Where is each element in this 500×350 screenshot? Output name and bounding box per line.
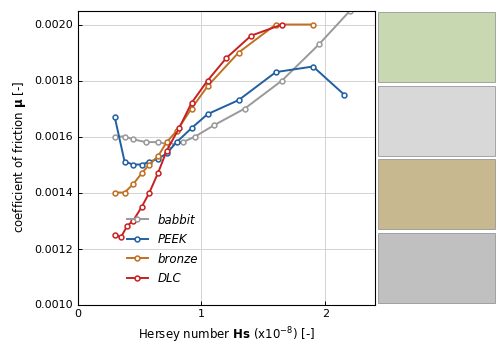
babbit xyxy=(242,106,248,111)
babbit xyxy=(211,123,217,127)
Line: bronze: bronze xyxy=(112,22,316,195)
PEEK xyxy=(112,115,117,119)
bronze xyxy=(146,162,152,167)
X-axis label: Hersey number $\mathbf{Hs}$ (x10$^{-8}$) [-]: Hersey number $\mathbf{Hs}$ (x10$^{-8}$)… xyxy=(138,325,314,344)
DLC xyxy=(139,204,145,209)
DLC xyxy=(223,56,229,60)
Y-axis label: coefficient of friction $\mathbf{\mu}$ [-]: coefficient of friction $\mathbf{\mu}$ [… xyxy=(12,82,28,233)
bronze xyxy=(310,22,316,27)
DLC xyxy=(188,101,194,105)
DLC xyxy=(279,22,285,27)
PEEK xyxy=(130,162,136,167)
babbit xyxy=(130,137,136,141)
babbit xyxy=(155,140,161,144)
PEEK xyxy=(139,162,145,167)
babbit xyxy=(112,134,117,139)
PEEK xyxy=(164,151,170,155)
PEEK xyxy=(146,160,152,164)
PEEK xyxy=(122,160,128,164)
Line: DLC: DLC xyxy=(112,22,284,240)
PEEK xyxy=(204,112,210,116)
bronze xyxy=(236,50,242,55)
DLC xyxy=(164,148,170,153)
DLC xyxy=(130,218,136,223)
babbit xyxy=(347,8,353,13)
DLC xyxy=(124,224,130,228)
Line: PEEK: PEEK xyxy=(112,64,346,167)
Legend: babbit, PEEK, bronze, DLC: babbit, PEEK, bronze, DLC xyxy=(122,209,202,290)
PEEK xyxy=(188,126,194,130)
PEEK xyxy=(341,92,347,97)
DLC xyxy=(176,126,182,130)
PEEK xyxy=(273,70,279,74)
bronze xyxy=(139,171,145,175)
DLC xyxy=(248,34,254,38)
babbit xyxy=(168,143,173,147)
bronze xyxy=(164,140,170,144)
bronze xyxy=(204,84,210,88)
Line: babbit: babbit xyxy=(112,8,352,147)
babbit xyxy=(180,140,186,144)
DLC xyxy=(146,190,152,195)
DLC xyxy=(155,171,161,175)
PEEK xyxy=(174,140,180,144)
DLC xyxy=(204,78,210,83)
babbit xyxy=(279,78,285,83)
bronze xyxy=(174,129,180,133)
bronze xyxy=(155,154,161,158)
bronze xyxy=(122,190,128,195)
bronze xyxy=(130,182,136,186)
babbit xyxy=(316,42,322,46)
DLC xyxy=(118,235,124,239)
PEEK xyxy=(155,157,161,161)
bronze xyxy=(112,190,117,195)
babbit xyxy=(122,134,128,139)
bronze xyxy=(188,106,194,111)
bronze xyxy=(273,22,279,27)
PEEK xyxy=(236,98,242,102)
DLC xyxy=(112,232,117,237)
babbit xyxy=(142,140,148,144)
PEEK xyxy=(310,64,316,69)
babbit xyxy=(192,134,198,139)
